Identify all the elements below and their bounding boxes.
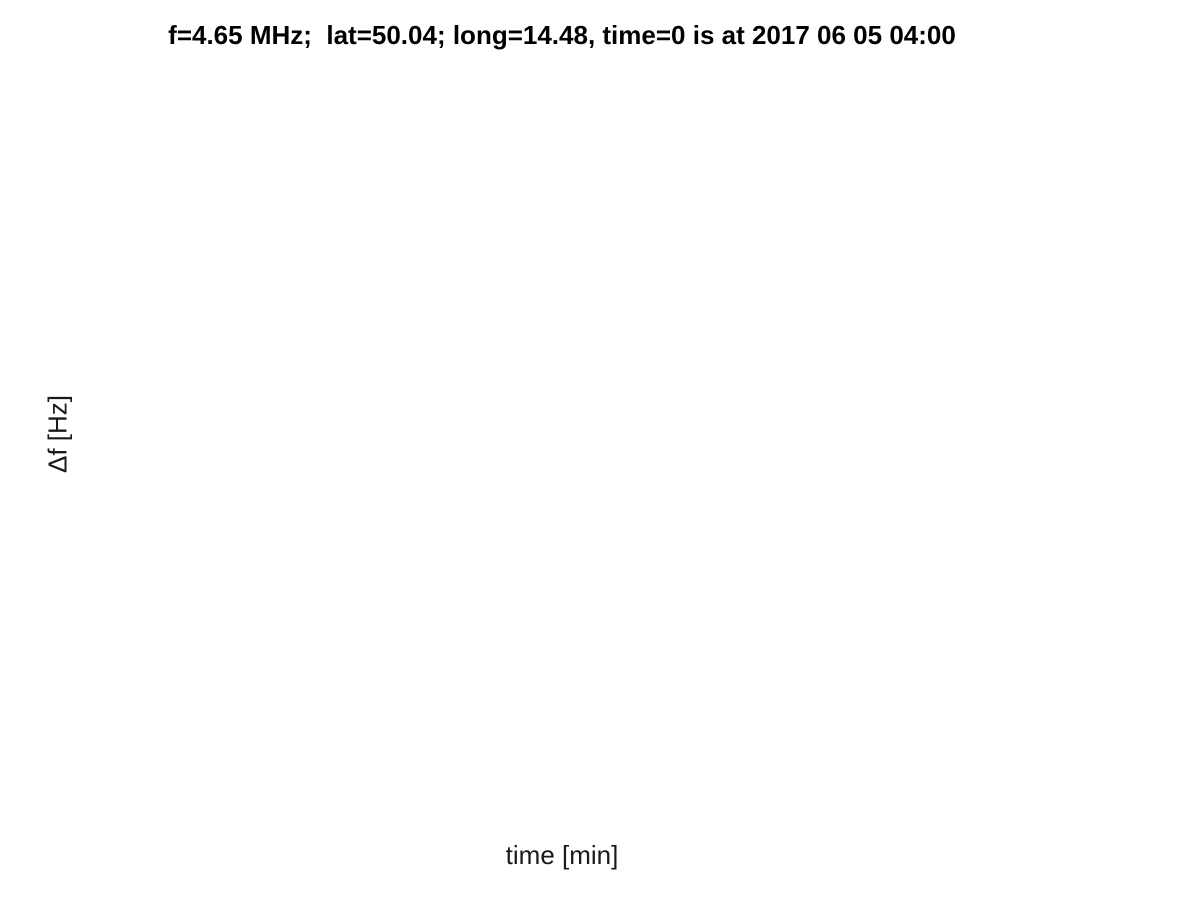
chart-title: f=4.65 MHz; lat=50.04; long=14.48, time=… [168, 20, 956, 50]
x-axis-label: time [min] [505, 840, 619, 870]
y-axis-label: Δf [Hz] [42, 394, 73, 474]
